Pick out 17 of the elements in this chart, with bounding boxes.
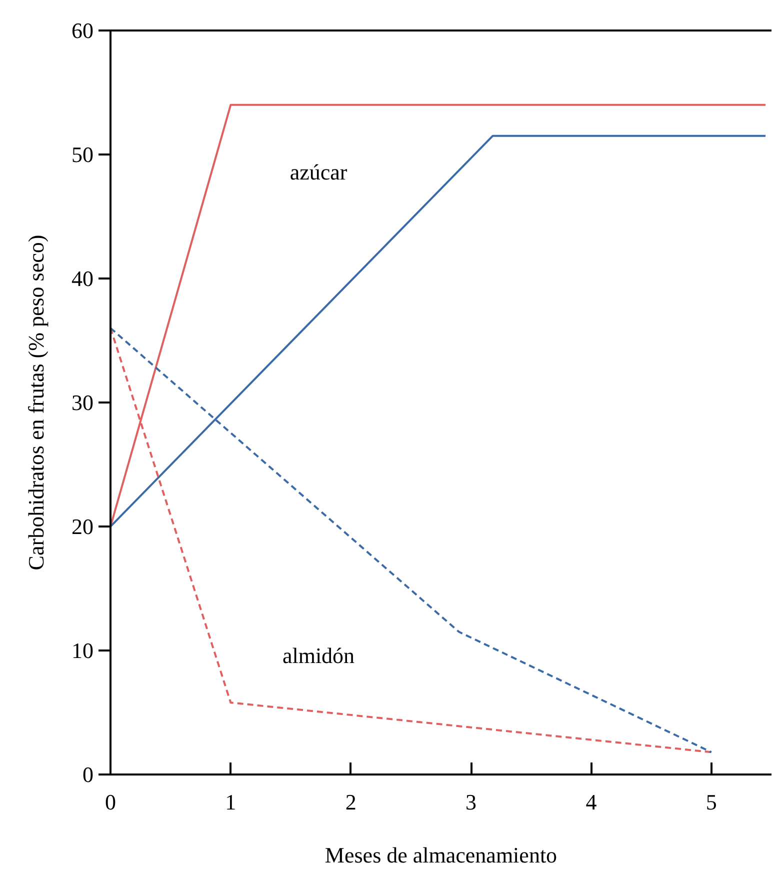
y-tick-label: 20 xyxy=(72,514,94,539)
y-tick-label: 10 xyxy=(72,638,94,663)
x-axis-title: Meses de almacenamiento xyxy=(324,842,558,868)
y-tick-label: 0 xyxy=(82,762,94,787)
annotation: azúcar xyxy=(290,159,348,184)
y-tick-label: 50 xyxy=(72,142,94,167)
x-tick-label: 5 xyxy=(706,790,717,814)
annotation: almidón xyxy=(282,642,355,668)
x-tick-label: 2 xyxy=(345,790,356,814)
y-tick-label: 40 xyxy=(72,266,94,291)
x-tick-label: 1 xyxy=(225,790,236,814)
y-axis-title: Carbohidratos en frutas (% peso seco) xyxy=(24,234,48,570)
x-tick-label: 3 xyxy=(466,790,477,814)
y-tick-label: 60 xyxy=(72,18,94,43)
x-tick-label: 4 xyxy=(586,790,597,814)
y-tick-label: 30 xyxy=(72,390,94,415)
x-tick-label: 0 xyxy=(105,790,116,814)
